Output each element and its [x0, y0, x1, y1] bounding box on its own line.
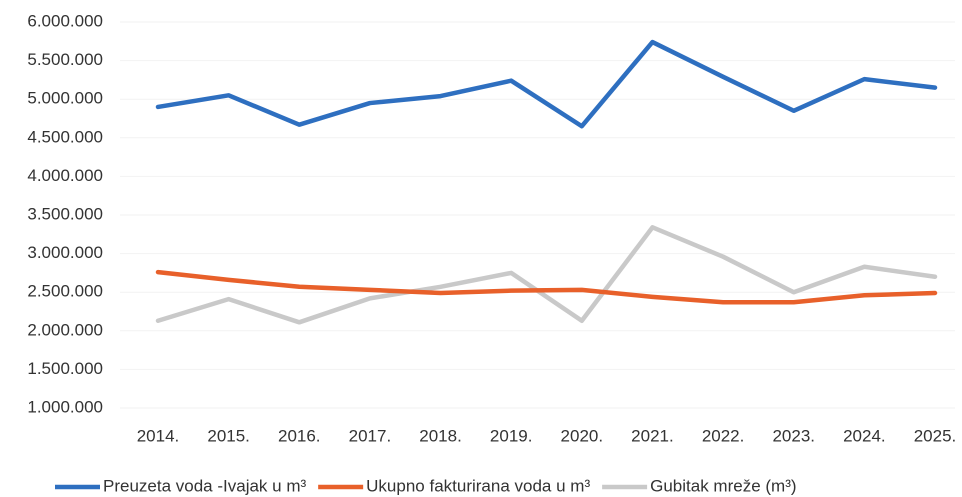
x-tick-label: 2018.: [419, 426, 462, 445]
legend-label: Gubitak mreže (m³): [650, 476, 796, 495]
y-tick-label: 2.500.000: [27, 282, 103, 301]
x-tick-label: 2017.: [349, 426, 392, 445]
y-tick-label: 3.500.000: [27, 204, 103, 223]
x-tick-label: 2019.: [490, 426, 533, 445]
y-tick-label: 1.000.000: [27, 397, 103, 416]
y-tick-label: 4.000.000: [27, 166, 103, 185]
y-tick-label: 5.000.000: [27, 89, 103, 108]
series-line: [155, 39, 938, 129]
series-line: [155, 269, 938, 305]
y-tick-label: 4.500.000: [27, 127, 103, 146]
x-tick-label: 2020.: [561, 426, 604, 445]
y-tick-label: 2.000.000: [27, 320, 103, 339]
y-tick-label: 1.500.000: [27, 359, 103, 378]
y-tick-label: 5.500.000: [27, 50, 103, 69]
legend-label: Ukupno fakturirana voda u m³: [366, 476, 590, 495]
x-tick-label: 2014.: [137, 426, 180, 445]
legend-label: Preuzeta voda -Ivajak u m³: [103, 476, 306, 495]
series-line: [155, 225, 938, 325]
x-tick-label: 2015.: [207, 426, 250, 445]
x-tick-label: 2024.: [843, 426, 886, 445]
x-tick-label: 2016.: [278, 426, 321, 445]
y-tick-label: 6.000.000: [27, 11, 103, 30]
x-tick-label: 2021.: [631, 426, 674, 445]
y-tick-label: 3.000.000: [27, 243, 103, 262]
x-tick-label: 2025.: [914, 426, 957, 445]
x-tick-label: 2022.: [702, 426, 745, 445]
x-tick-label: 2023.: [772, 426, 815, 445]
